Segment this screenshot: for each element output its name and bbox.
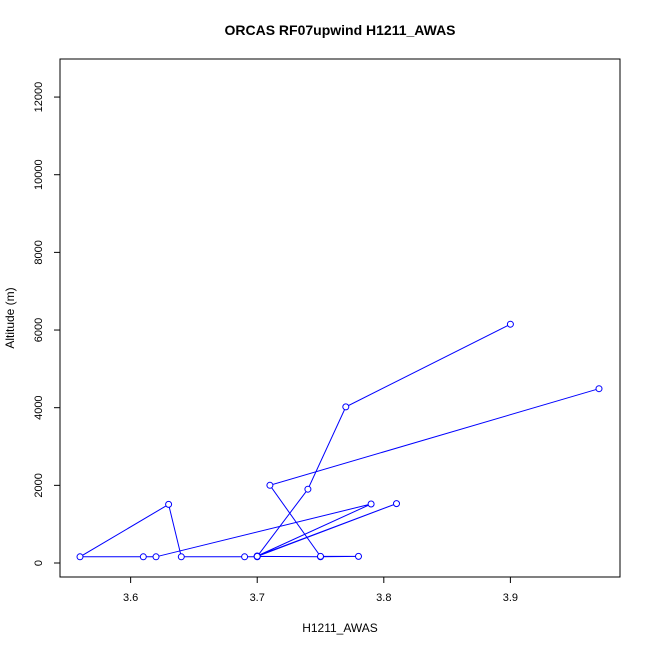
data-point (253, 552, 261, 560)
y-axis: 0 2000 4000 6000 8000 10000 12000 (33, 82, 60, 566)
data-point (76, 553, 84, 561)
data-point (595, 385, 603, 393)
x-tick-label: 3.6 (123, 592, 138, 604)
data-point (304, 485, 312, 493)
y-tick-label: 2000 (33, 473, 45, 497)
data-point (506, 320, 514, 328)
y-axis-label: Altitude (m) (3, 287, 17, 348)
data-point (367, 500, 375, 508)
chart-title: ORCAS RF07upwind H1211_AWAS (224, 22, 455, 38)
data-point (355, 552, 362, 560)
plot-frame (59, 58, 621, 578)
y-tick-label: 0 (33, 560, 45, 566)
data-point (317, 552, 324, 560)
series-layer (76, 320, 603, 561)
x-tick-label: 3.9 (503, 592, 518, 604)
x-tick-label: 3.7 (250, 592, 265, 604)
data-point (241, 553, 249, 561)
data-point (177, 553, 185, 561)
data-point (139, 553, 147, 561)
y-tick-label: 10000 (33, 159, 45, 190)
x-axis-label: H1211_AWAS (302, 621, 378, 635)
data-point (266, 481, 274, 489)
series-line (78, 323, 600, 558)
data-point (342, 403, 350, 411)
y-tick-label: 8000 (33, 240, 45, 264)
y-tick-label: 12000 (33, 82, 45, 113)
data-point (393, 500, 400, 508)
x-axis: 3.6 3.7 3.8 3.9 (123, 577, 518, 604)
x-tick-label: 3.8 (376, 592, 391, 604)
data-point (165, 500, 173, 508)
data-point (152, 553, 160, 561)
y-tick-label: 6000 (33, 318, 45, 342)
y-tick-label: 4000 (33, 395, 45, 419)
